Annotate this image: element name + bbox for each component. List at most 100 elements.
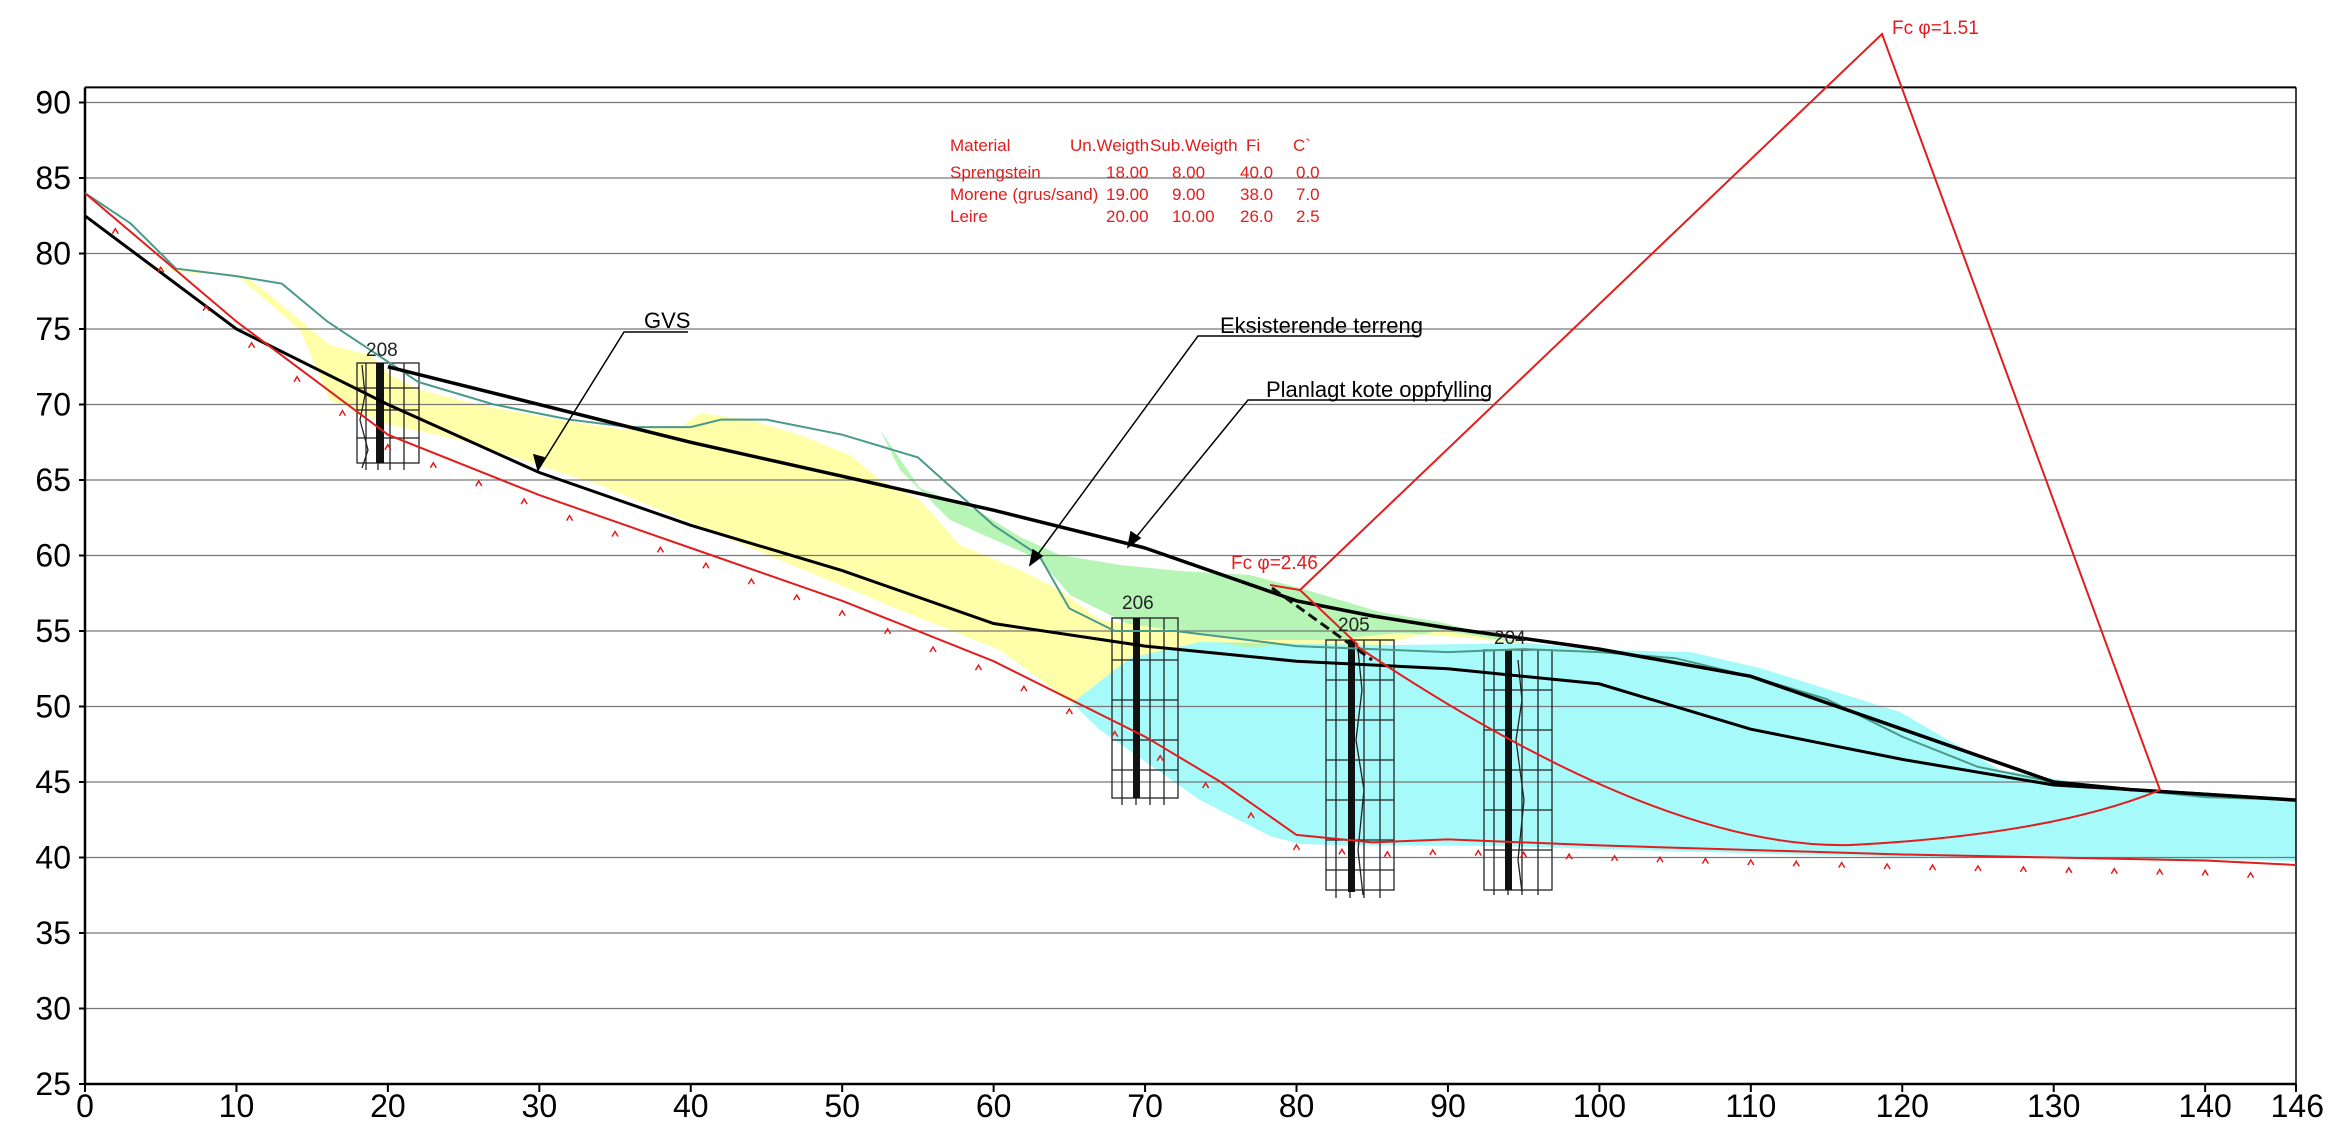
bedrock-hatch-mark [838,609,846,617]
x-tick-label: 10 [219,1088,255,1124]
borehole-206-label: 206 [1122,593,1154,614]
bedrock-hatch-mark [793,593,801,601]
table-header-fi: Fi [1246,136,1260,155]
y-tick-labels: 25 30 35 40 45 50 55 60 65 70 75 80 85 90 [35,85,71,1103]
bedrock-hatch-mark [1565,852,1573,860]
bedrock-hatch-mark [1656,855,1664,863]
bedrock-hatch-mark [565,514,574,522]
bedrock-hatch-mark [293,375,301,383]
bedrock-hatch-mark [1701,857,1710,864]
bedrock-hatch-mark [2201,869,2209,876]
y-tick-label: 70 [35,387,71,423]
table-cell: Leire [950,207,988,226]
grid-lines [79,101,2297,1092]
terrain-leader [1029,335,1418,566]
table-cell: 10.00 [1172,207,1215,226]
terrain-label: Eksisterende terreng [1220,313,1423,338]
fc-large-label: Fc φ=1.51 [1892,18,1979,39]
y-tick-label: 80 [35,236,71,272]
bedrock-hatch-mark [929,645,937,653]
x-tick-label: 110 [1725,1088,1776,1124]
fill-arrow [1126,530,1142,549]
bedrock-hatch-mark [611,530,619,537]
table-header-unweight: Un.Weigth [1070,136,1149,155]
fill-label: Planlagt kote oppfylling [1266,377,1492,402]
bedrock-hatch-mark [883,627,892,635]
axes [83,86,2297,1086]
planned-fill-line [387,365,2297,802]
gvs-label: GVS [644,308,690,333]
bedrock-hatch-mark [1792,859,1800,867]
layer-morene [880,430,1530,648]
bedrock-hatch-mark [656,545,665,553]
bedrock-hatch-mark [247,341,256,349]
bedrock-hatch-mark [1883,862,1891,870]
y-tick-label: 50 [35,689,71,725]
table-cell: 9.00 [1172,185,1205,204]
y-tick-label: 75 [35,311,71,347]
table-cell: 7.0 [1296,185,1320,204]
bedrock-hatch-mark [1520,850,1528,858]
bedrock-hatch-mark [2246,871,2255,879]
soil-layers [135,265,2296,861]
x-tick-label: 30 [522,1088,558,1124]
x-tick-label: 80 [1279,1088,1315,1124]
borehole-208-label: 208 [366,340,398,361]
gvs-line [84,214,2297,802]
borehole-205 [1325,639,1395,898]
bedrock-hatch-mark [2019,865,2028,873]
bedrock-hatch-mark [520,497,528,505]
y-tick-label: 60 [35,538,71,574]
bedrock-hatch-mark [338,409,347,417]
fill-leader [1127,399,1490,548]
y-tick-label: 55 [35,613,71,649]
table-header-subweight: Sub.Weigth [1150,136,1238,155]
bedrock-hatch-mark [157,265,165,273]
bedrock-hatch-mark [1065,707,1073,715]
bedrock-hatch-mark [702,561,710,569]
borehole-206 [1111,617,1179,805]
bedrock-hatch-mark [1928,863,1937,871]
x-tick-label: 146 [2271,1088,2324,1124]
x-tick-label: 100 [1573,1088,1626,1124]
bedrock-hatch-mark [1020,684,1028,692]
bedrock-line [84,192,2297,866]
bedrock-hatch-mark [2156,868,2164,875]
table-cell: 38.0 [1240,185,1273,204]
table-cell: 8.00 [1172,163,1205,182]
x-tick-label: 90 [1430,1088,1466,1124]
profile-lines [84,192,2297,879]
bedrock-hatch-mark [1974,864,1982,872]
material-table: Material Un.Weigth Sub.Weigth Fi C` Spre… [950,136,1320,226]
failure-surfaces [1269,32,2161,847]
bedrock-hatch-mark [1156,754,1164,762]
bedrock-hatch-mark [475,479,483,487]
x-tick-label: 70 [1127,1088,1163,1124]
table-cell: 20.00 [1106,207,1149,226]
fc-large-rays [1299,32,2161,791]
gvs-arrow [532,453,547,472]
table-cell: Morene (grus/sand) [950,185,1098,204]
x-tick-labels: 0 10 20 30 40 50 60 70 80 90 100 110 120 130 140 146 [76,1088,2324,1124]
borehole-208 [356,362,420,470]
table-cell: 0.0 [1296,163,1320,182]
borehole-204-label: 204 [1494,628,1526,649]
bedrock-hatch-mark [202,304,210,312]
y-tick-label: 30 [35,991,71,1027]
layer-sprengstein [135,265,1530,703]
table-cell: 40.0 [1240,163,1273,182]
table-cell: Sprengstein [950,163,1041,182]
y-tick-label: 90 [35,85,71,121]
bedrock-hatch-mark [384,443,392,451]
bedrock-hatch-mark [747,577,755,585]
leader-lines [532,331,1490,567]
existing-terrain-line [84,192,2297,802]
x-tick-label: 0 [76,1088,94,1124]
bedrock-hatch-mark [974,663,983,671]
bedrock-hatch-mark [2110,867,2118,875]
bedrock-hatch-mark [1338,847,1346,855]
bedrock-hatch-mark [1383,850,1392,858]
y-tick-label: 25 [35,1066,71,1102]
bedrock-hatch-mark [1247,811,1255,819]
